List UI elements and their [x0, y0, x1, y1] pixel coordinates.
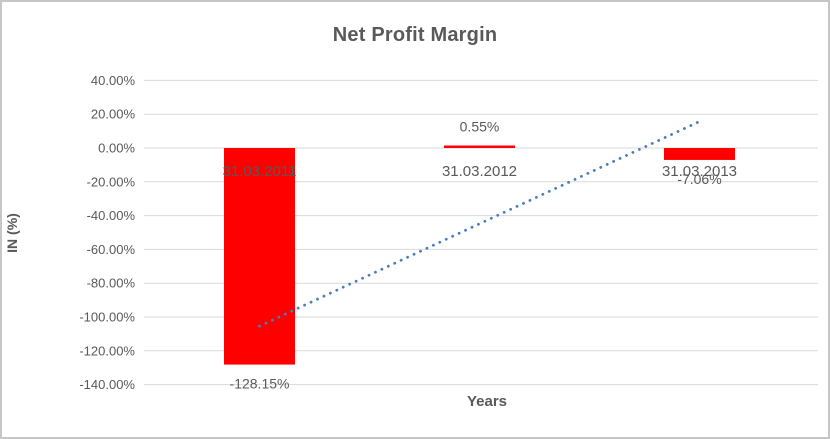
bar	[664, 148, 735, 160]
y-tick-label: -100.00%	[79, 310, 135, 325]
x-axis-title: Years	[466, 393, 508, 410]
y-tick-label: -60.00%	[87, 242, 136, 257]
trendline	[258, 120, 701, 328]
y-tick-label: 0.00%	[98, 141, 135, 156]
y-tick-label: 40.00%	[91, 73, 136, 88]
bar	[224, 148, 295, 365]
y-tick-label: 20.00%	[91, 107, 136, 122]
y-tick-label: -20.00%	[87, 174, 136, 189]
y-tick-label: -120.00%	[79, 343, 135, 358]
chart-title: Net Profit Margin	[332, 24, 498, 46]
y-tick-label: -80.00%	[87, 276, 136, 291]
data-label: -128.15%	[230, 376, 290, 392]
y-tick-label: -140.00%	[79, 377, 135, 392]
x-category-label: 31.03.2013	[662, 163, 737, 180]
data-label: -7.06%	[677, 171, 721, 187]
data-label: 0.55%	[460, 119, 500, 135]
x-category-label: 31.03.2011	[223, 163, 297, 180]
x-category-label: 31.03.2012	[442, 163, 517, 180]
y-tick-label: -40.00%	[87, 208, 136, 223]
bar	[444, 145, 515, 148]
y-axis-title: IN (%)	[4, 213, 20, 253]
